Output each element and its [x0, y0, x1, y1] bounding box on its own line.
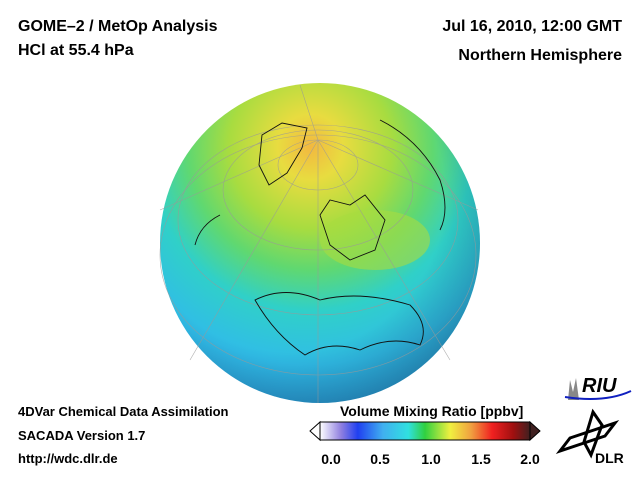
- footer-url-link[interactable]: http://wdc.dlr.de: [18, 451, 118, 466]
- riu-logo-icon: [564, 378, 632, 400]
- coastlines: [194, 119, 446, 356]
- riu-logo-text: RIU: [582, 375, 617, 397]
- colorbar-tick: 2.0: [520, 451, 540, 467]
- dlr-logo-icon: [555, 408, 620, 459]
- footer-version: SACADA Version 1.7: [18, 428, 146, 443]
- colorbar-tick: 1.0: [421, 451, 441, 467]
- colorbar-tick: 0.0: [321, 451, 341, 467]
- colorbar-tick: 0.5: [370, 451, 390, 467]
- graticule: [159, 84, 479, 403]
- date-label: Jul 16, 2010, 12:00 GMT: [442, 18, 622, 35]
- region-label: Northern Hemisphere: [458, 47, 622, 64]
- colorbar: [319, 421, 531, 441]
- footer-method: 4DVar Chemical Data Assimilation: [18, 404, 229, 419]
- colorbar-title: Volume Mixing Ratio [ppbv]: [340, 403, 524, 419]
- title-species: HCl at 55.4 hPa: [18, 42, 134, 59]
- dlr-logo-text: DLR: [595, 450, 624, 466]
- colorbar-tick: 1.5: [471, 451, 491, 467]
- title-instrument: GOME–2 / MetOp Analysis: [18, 18, 218, 35]
- colorbar-max-arrow: [529, 420, 541, 442]
- colorbar-min-arrow: [309, 420, 321, 442]
